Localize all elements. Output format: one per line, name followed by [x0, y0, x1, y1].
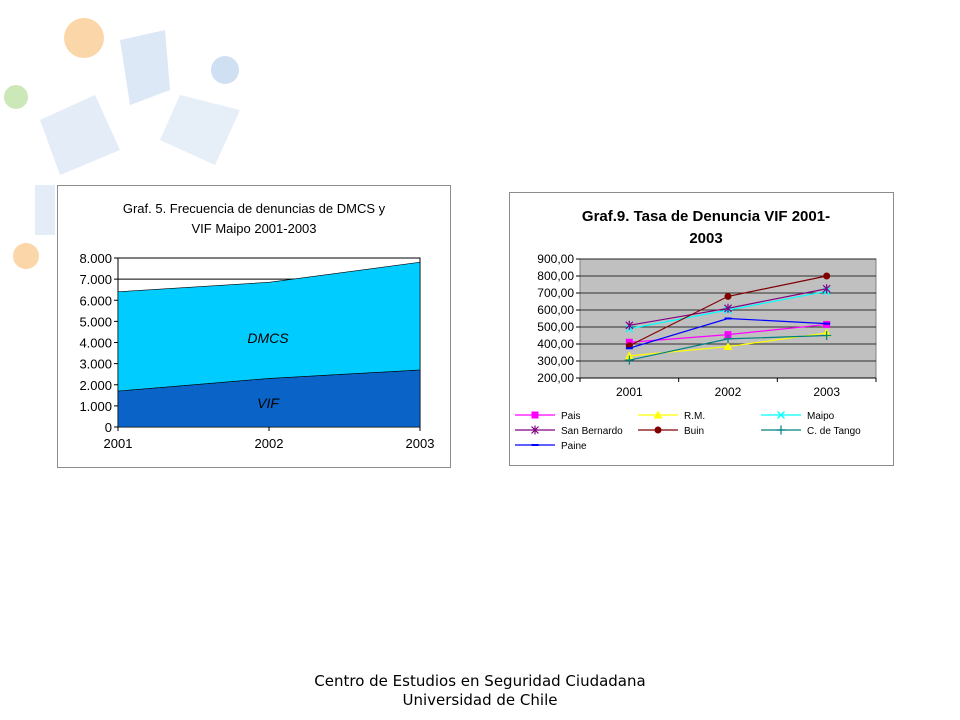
decor-petal [40, 95, 120, 175]
y-tick-label: 5.000 [79, 314, 112, 329]
y-tick-label: 2.000 [79, 378, 112, 393]
data-point-c-de-tango [822, 331, 832, 340]
decor-petal [160, 95, 240, 165]
y-tick-label: 500,00 [537, 320, 574, 334]
y-tick-label: 6.000 [79, 293, 112, 308]
x-tick-label: 2001 [616, 385, 643, 399]
footer-line-1: Centro de Estudios en Seguridad Ciudadan… [314, 672, 646, 690]
legend-label-maipo: Maipo [807, 411, 835, 422]
line-chart-svg: Graf.9. Tasa de Denuncia VIF 2001- 2003 20… [515, 208, 877, 452]
legend-label-c-de-tango: C. de Tango [807, 426, 861, 437]
legend-marker-c-de-tango [776, 425, 786, 435]
decor-circle-orange [64, 18, 104, 58]
chart-title-line: Graf.9. Tasa de Denuncia VIF 2001- [582, 208, 830, 225]
chart-title-line: 2003 [689, 230, 722, 247]
x-tick-label: 2001 [104, 436, 133, 451]
data-point-c-de-tango [624, 355, 634, 365]
data-point-r-m [624, 351, 634, 360]
legend-label-paine: Paine [561, 441, 587, 452]
y-tick-label: 200,00 [537, 371, 574, 385]
data-point-san-bernardo [822, 284, 831, 294]
data-point-buin [823, 272, 831, 280]
legend-label-buin: Buin [684, 426, 704, 437]
y-tick-label: 3.000 [79, 357, 112, 372]
data-point-r-m [723, 342, 733, 351]
y-tick-label: 7.000 [79, 272, 112, 287]
data-point-c-de-tango [723, 334, 733, 344]
data-point-san-bernardo [625, 320, 634, 330]
footer-line-2: Universidad de Chile [402, 691, 558, 709]
series-label-dmcs: DMCS [247, 330, 289, 346]
x-tick-label: 2003 [813, 385, 840, 399]
y-tick-label: 600,00 [537, 303, 574, 317]
decor-circle-orange-small [13, 243, 39, 269]
y-tick-label: 1.000 [79, 399, 112, 414]
decor-circle-blue [211, 56, 239, 84]
area-series-dmcs [117, 261, 421, 392]
decor-petal [35, 185, 55, 235]
legend-marker-r-m [653, 410, 663, 419]
chart-tasa-denuncia-vif: Graf.9. Tasa de Denuncia VIF 2001- 2003 20… [509, 192, 894, 466]
x-tick-label: 2002 [255, 436, 284, 451]
legend-marker-pais [531, 411, 539, 419]
y-tick-label: 900,00 [537, 252, 574, 266]
legend-marker-buin [654, 426, 662, 434]
area-chart-svg: Graf. 5. Frecuencia de denuncias de DMCS… [79, 201, 435, 451]
y-tick-label: 700,00 [537, 286, 574, 300]
chart-title-line: Graf. 5. Frecuencia de denuncias de DMCS… [123, 201, 386, 216]
data-point-san-bernardo [724, 303, 732, 313]
legend-label-pais: Pais [561, 411, 580, 422]
legend-marker-maipo [777, 411, 785, 419]
y-tick-label: 300,00 [537, 354, 574, 368]
y-tick-label: 0 [105, 420, 112, 435]
legend-label-r-m: R.M. [684, 411, 705, 422]
x-tick-label: 2003 [406, 436, 435, 451]
decor-petal [120, 30, 170, 105]
chart-dmcs-vif-maipo: Graf. 5. Frecuencia de denuncias de DMCS… [57, 185, 451, 468]
x-tick-label: 2002 [715, 385, 742, 399]
chart-title-line: VIF Maipo 2001-2003 [191, 221, 316, 236]
y-tick-label: 400,00 [537, 337, 574, 351]
legend-marker-san-bernardo [531, 425, 539, 435]
data-point-buin [724, 292, 732, 300]
y-tick-label: 4.000 [79, 336, 112, 351]
series-label-vif: VIF [257, 395, 280, 411]
legend-label-san-bernardo: San Bernardo [561, 426, 623, 437]
y-tick-label: 8.000 [79, 251, 112, 266]
decor-circle-green [4, 85, 28, 109]
y-tick-label: 800,00 [537, 269, 574, 283]
